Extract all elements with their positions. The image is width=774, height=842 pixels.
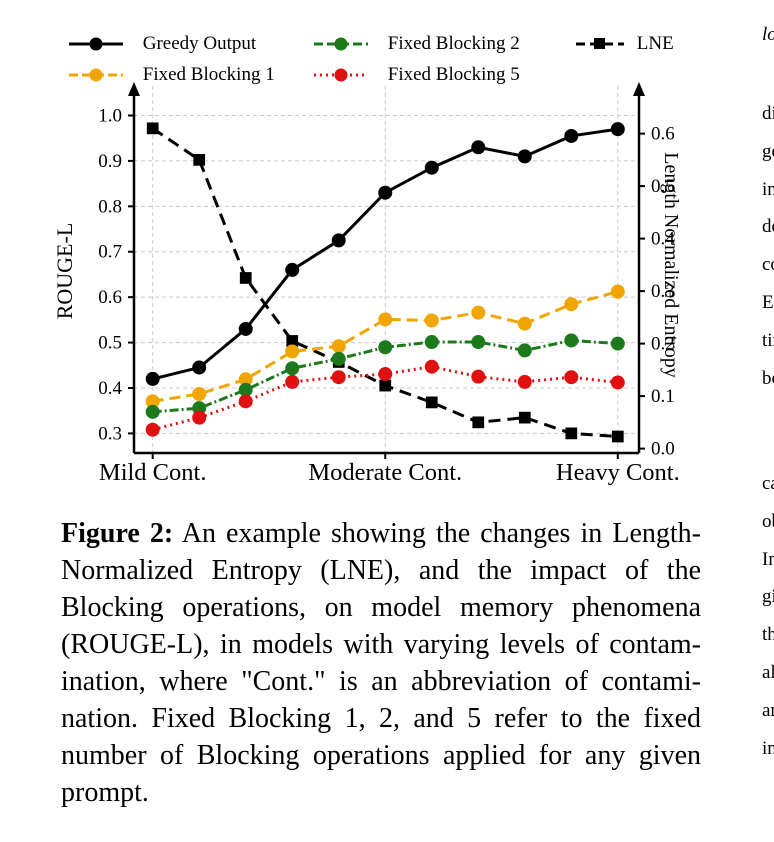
svg-text:1.0: 1.0: [98, 106, 122, 127]
svg-text:0.0: 0.0: [651, 439, 675, 460]
svg-text:0.4: 0.4: [98, 378, 122, 399]
svg-text:0.9: 0.9: [98, 151, 122, 172]
svg-text:0.3: 0.3: [98, 423, 122, 444]
svg-text:0.7: 0.7: [98, 242, 122, 263]
svg-text:0.8: 0.8: [98, 196, 122, 217]
svg-text:0.6: 0.6: [98, 287, 122, 308]
svg-text:0.5: 0.5: [98, 333, 122, 354]
